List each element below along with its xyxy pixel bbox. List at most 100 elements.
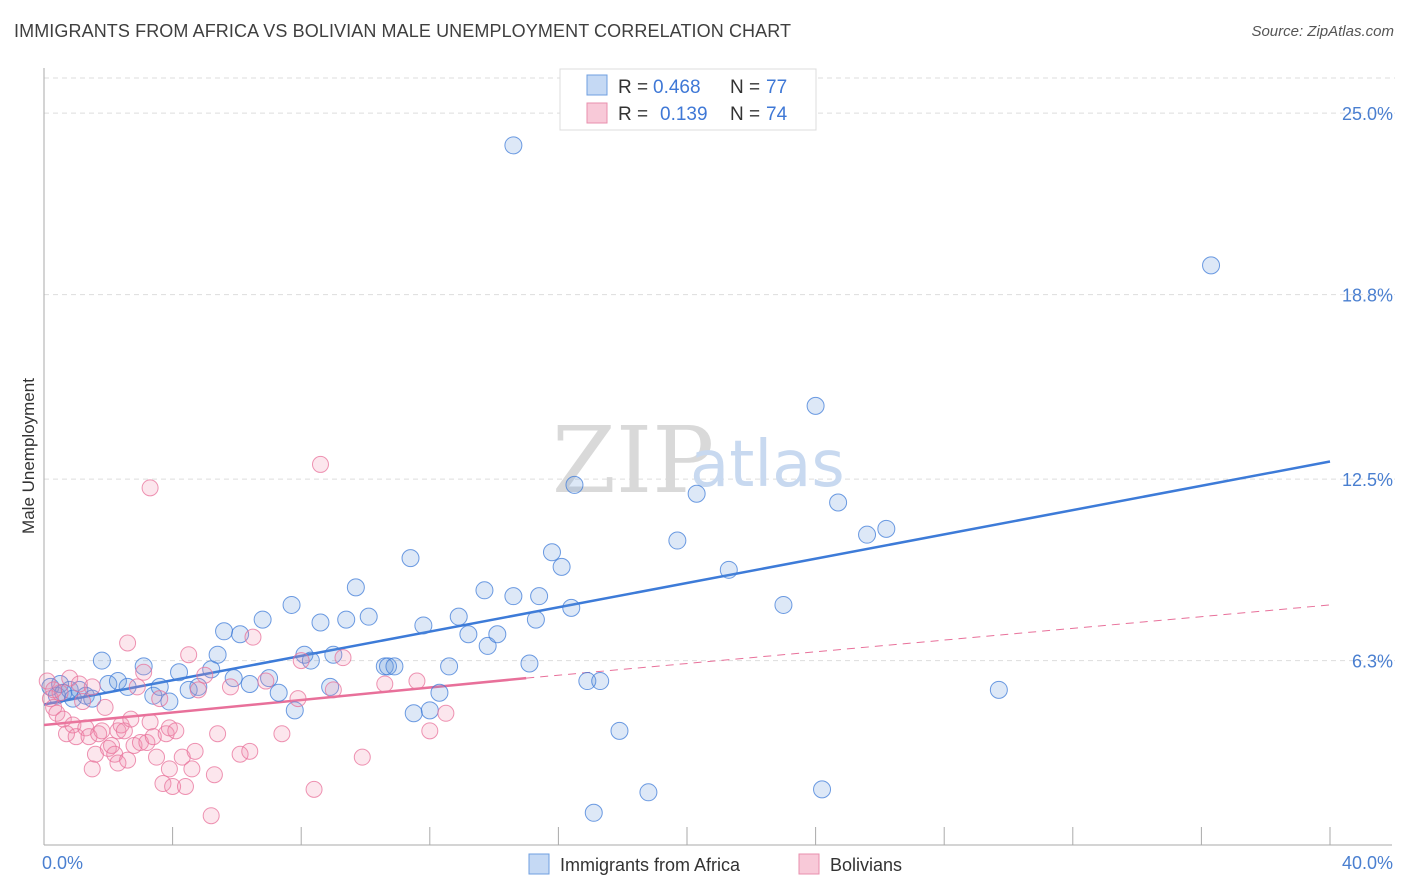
data-point-bolivians bbox=[138, 734, 156, 752]
data-point-africa bbox=[542, 543, 561, 562]
legend-r-value-pink: 0.139 bbox=[660, 104, 708, 125]
data-point-africa bbox=[282, 595, 301, 614]
data-point-africa bbox=[562, 598, 581, 617]
data-point-bolivians bbox=[148, 748, 166, 766]
x-tick-label: 40.0% bbox=[1342, 853, 1393, 873]
data-point-bolivians bbox=[196, 666, 214, 684]
data-point-africa bbox=[430, 683, 449, 702]
data-point-bolivians bbox=[241, 742, 259, 760]
data-point-africa bbox=[150, 677, 169, 696]
data-point-bolivians bbox=[61, 669, 79, 687]
data-point-bolivians bbox=[209, 725, 227, 743]
chart-title: IMMIGRANTS FROM AFRICA VS BOLIVIAN MALE … bbox=[14, 21, 792, 41]
data-point-bolivians bbox=[54, 710, 72, 728]
data-point-bolivians bbox=[144, 728, 162, 746]
trend-line-africa bbox=[43, 460, 1331, 706]
data-point-bolivians bbox=[205, 766, 223, 784]
data-point-bolivians bbox=[154, 775, 172, 793]
data-point-bolivians bbox=[311, 455, 329, 473]
data-point-africa bbox=[504, 587, 523, 606]
legend-swatch-pink bbox=[586, 102, 608, 124]
legend-swatch-blue bbox=[586, 74, 608, 96]
data-point-bolivians bbox=[38, 672, 56, 690]
data-point-africa bbox=[488, 625, 507, 644]
data-point-africa bbox=[584, 803, 603, 822]
data-point-africa bbox=[311, 613, 330, 632]
data-point-africa bbox=[459, 625, 478, 644]
data-point-bolivians bbox=[160, 760, 178, 778]
data-point-africa bbox=[108, 672, 127, 691]
data-point-africa bbox=[92, 651, 111, 670]
legend-n-value-pink: 74 bbox=[766, 104, 788, 125]
data-point-bolivians bbox=[83, 678, 101, 696]
data-point-africa bbox=[829, 493, 848, 512]
data-point-africa bbox=[215, 622, 234, 641]
data-point-africa bbox=[668, 531, 687, 550]
bottom-legend-swatch-blue bbox=[528, 853, 550, 875]
data-point-africa bbox=[160, 692, 179, 711]
data-point-africa bbox=[404, 704, 423, 723]
data-point-bolivians bbox=[48, 704, 66, 722]
data-point-bolivians bbox=[421, 722, 439, 740]
data-point-africa bbox=[813, 780, 832, 799]
data-point-africa bbox=[253, 610, 272, 629]
data-point-africa bbox=[231, 625, 250, 644]
data-point-bolivians bbox=[128, 678, 146, 696]
trend-line-bolivians-dashed bbox=[526, 604, 1331, 679]
data-point-africa bbox=[591, 672, 610, 691]
data-point-africa bbox=[170, 663, 189, 682]
bottom-legend-label-pink: Bolivians bbox=[830, 855, 902, 875]
data-point-bolivians bbox=[119, 634, 137, 652]
data-point-africa bbox=[610, 721, 629, 740]
data-point-bolivians bbox=[186, 742, 204, 760]
data-point-bolivians bbox=[324, 681, 342, 699]
data-point-africa bbox=[520, 654, 539, 673]
watermark-zip: ZIP bbox=[552, 407, 714, 514]
data-point-africa bbox=[144, 686, 163, 705]
data-point-africa bbox=[530, 587, 549, 606]
data-point-africa bbox=[719, 560, 738, 579]
data-point-bolivians bbox=[45, 681, 63, 699]
data-point-africa bbox=[552, 557, 571, 576]
data-point-africa bbox=[440, 657, 459, 676]
ticks-layer: 6.3% 12.5% 18.8% 25.0% 0.0% 40.0% bbox=[42, 104, 1393, 873]
data-point-bolivians bbox=[109, 754, 127, 772]
data-point-bolivians bbox=[221, 678, 239, 696]
data-point-africa bbox=[687, 484, 706, 503]
data-point-africa bbox=[240, 674, 259, 693]
data-point-africa bbox=[504, 136, 523, 155]
data-point-africa bbox=[401, 549, 420, 568]
data-point-africa bbox=[1202, 256, 1221, 275]
data-point-bolivians bbox=[99, 739, 117, 757]
watermark-atlas: atlas bbox=[690, 428, 845, 502]
data-point-bolivians bbox=[122, 710, 140, 728]
grid-layer bbox=[44, 77, 1395, 662]
data-point-bolivians bbox=[244, 628, 262, 646]
data-point-africa bbox=[301, 651, 320, 670]
data-point-africa bbox=[858, 525, 877, 544]
data-point-bolivians bbox=[141, 479, 159, 497]
y-tick-label: 18.8% bbox=[1342, 286, 1393, 306]
data-point-bolivians bbox=[74, 693, 92, 711]
legend-r-label-blue: R = bbox=[618, 77, 648, 98]
data-point-africa bbox=[526, 610, 545, 629]
data-point-africa bbox=[449, 607, 468, 626]
data-point-bolivians bbox=[67, 728, 85, 746]
data-point-africa bbox=[269, 683, 288, 702]
y-tick-label: 25.0% bbox=[1342, 104, 1393, 124]
data-point-bolivians bbox=[408, 672, 426, 690]
watermark: ZIP atlas bbox=[552, 407, 845, 514]
data-point-bolivians bbox=[90, 725, 108, 743]
data-point-bolivians bbox=[231, 745, 249, 763]
x-tick-label: 0.0% bbox=[42, 853, 83, 873]
data-point-bolivians bbox=[180, 646, 198, 664]
data-point-bolivians bbox=[96, 698, 114, 716]
data-point-bolivians bbox=[189, 681, 207, 699]
data-point-bolivians bbox=[83, 760, 101, 778]
data-point-africa bbox=[83, 689, 102, 708]
data-point-bolivians bbox=[119, 751, 137, 769]
data-point-bolivians bbox=[273, 725, 291, 743]
data-point-africa bbox=[877, 519, 896, 538]
y-tick-label: 6.3% bbox=[1352, 652, 1393, 672]
